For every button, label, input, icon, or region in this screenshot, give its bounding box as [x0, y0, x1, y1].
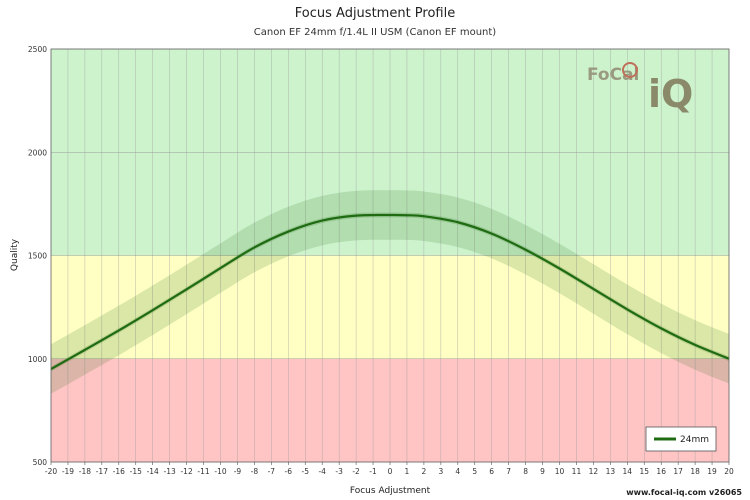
x-tick-label: 19 [707, 467, 717, 476]
x-tick-label: -18 [79, 467, 91, 476]
x-tick-label: 6 [489, 467, 494, 476]
x-tick-label: 8 [523, 467, 528, 476]
x-tick-label: -6 [285, 467, 293, 476]
logo-target-icon [622, 62, 638, 78]
x-tick-label: 11 [572, 467, 582, 476]
grid-lines [50, 48, 730, 463]
focal-iq-logo: FoCal iQ [587, 62, 693, 116]
x-tick-label: -14 [147, 467, 159, 476]
legend: 24mm [645, 426, 717, 452]
x-tick-labels: -20 -19 -18 -17 -16 -15 -14 -13 -12 -11 -10 -9 -8 -7-… [45, 462, 734, 476]
x-tick-label: 3 [438, 467, 443, 476]
x-tick-label: 14 [623, 467, 633, 476]
x-tick-label: -10 [214, 467, 226, 476]
x-tick-label: -8 [251, 467, 259, 476]
series-line-0 [50, 213, 730, 371]
chart-title: Focus Adjustment Profile [294, 6, 456, 21]
y-tick-label: 2000 [28, 148, 47, 157]
chart-subtitle: Canon EF 24mm f/1.4L II USM (Canon EF mo… [253, 27, 497, 38]
y-tick-labels: 500 1000 1500 2000 2500 [28, 45, 47, 467]
y-tick-label: 2500 [28, 45, 47, 54]
x-tick-label: -5 [302, 467, 310, 476]
x-tick-label: -19 [62, 467, 74, 476]
x-tick-label: -1 [369, 467, 377, 476]
x-tick-label: 9 [540, 467, 545, 476]
uncertainty-area-0 [51, 190, 729, 394]
x-tick-label: -9 [234, 467, 242, 476]
x-tick-label: 16 [656, 467, 666, 476]
x-tick-label: 5 [472, 467, 477, 476]
y-tick-label: 1000 [28, 355, 47, 364]
logo-text-focal: FoCal [587, 65, 639, 85]
x-axis-label: Focus Adjustment [350, 486, 431, 496]
x-tick-label: 10 [555, 467, 565, 476]
x-tick-label: 20 [724, 467, 734, 476]
x-tick-label: 13 [606, 467, 616, 476]
x-tick-label: -3 [335, 467, 343, 476]
series-lines [50, 213, 730, 371]
credit-text: www.focal-iq.com v26065 [626, 488, 742, 497]
legend-box [645, 426, 717, 452]
x-tick-label: -4 [318, 467, 326, 476]
x-tick-label: 12 [589, 467, 599, 476]
x-tick-label: 18 [690, 467, 700, 476]
x-tick-label: -11 [197, 467, 209, 476]
x-tick-label: -17 [96, 467, 108, 476]
x-tick-label: 1 [405, 467, 410, 476]
x-tick-label: -13 [164, 467, 176, 476]
x-tick-label: 4 [455, 467, 460, 476]
legend-label: 24mm [680, 435, 709, 445]
x-tick-label: -7 [268, 467, 276, 476]
x-tick-label: 17 [673, 467, 683, 476]
x-tick-label: -12 [180, 467, 192, 476]
y-axis-label: Quality [10, 238, 20, 271]
x-tick-label: -20 [45, 467, 57, 476]
x-tick-label: -15 [130, 467, 142, 476]
uncertainty-band [51, 190, 729, 394]
x-tick-label: 7 [506, 467, 511, 476]
x-tick-label: -16 [113, 467, 125, 476]
x-tick-label: -2 [352, 467, 360, 476]
y-tick-label: 1500 [28, 252, 47, 261]
x-tick-label: 0 [388, 467, 393, 476]
x-tick-label: 15 [639, 467, 649, 476]
x-tick-label: 2 [422, 467, 427, 476]
y-tick-label: 500 [33, 458, 48, 467]
logo-text-iq: iQ [648, 72, 693, 116]
